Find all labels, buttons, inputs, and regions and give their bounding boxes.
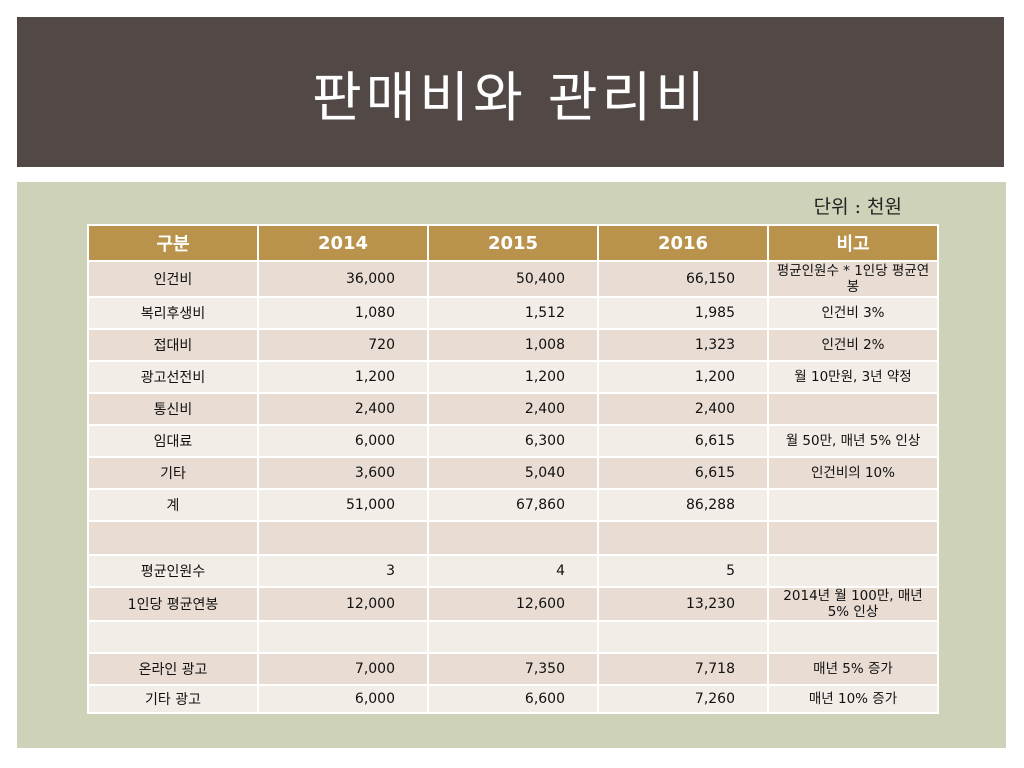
cell-2014: 6,000 [257,424,429,458]
row-label: 1인당 평균연봉 [87,586,259,622]
cell-note: 평균인원수 * 1인당 평균연봉 [767,260,939,298]
cell-2016: 13,230 [597,586,769,622]
row-label: 계 [87,488,259,522]
table-header-row: 구분 2014 2015 2016 비고 [87,224,939,262]
header-2016: 2016 [597,224,769,262]
cell-2014: 51,000 [257,488,429,522]
cell-note: 매년 5% 증가 [767,652,939,686]
row-label [87,620,259,654]
table-row: 인건비 36,000 50,400 66,150 평균인원수 * 1인당 평균연봉 [87,260,939,298]
cell-note [767,488,939,522]
cell-2014: 1,080 [257,296,429,330]
cell-2014: 720 [257,328,429,362]
row-label: 복리후생비 [87,296,259,330]
table-row [87,620,939,654]
table-row: 접대비 720 1,008 1,323 인건비 2% [87,328,939,362]
cell-note: 월 50만, 매년 5% 인상 [767,424,939,458]
row-label: 기타 [87,456,259,490]
cell-2016 [597,520,769,556]
cell-2015: 1,200 [427,360,599,394]
cell-2016: 2,400 [597,392,769,426]
cell-2015: 4 [427,554,599,588]
cell-2014: 1,200 [257,360,429,394]
cell-2015: 67,860 [427,488,599,522]
cell-note: 2014년 월 100만, 매년 5% 인상 [767,586,939,622]
cell-2015: 6,600 [427,684,599,714]
table-row: 평균인원수 3 4 5 [87,554,939,588]
title-bar: 판매비와 관리비 [17,17,1004,167]
cell-2015 [427,520,599,556]
cell-2014: 3 [257,554,429,588]
row-label: 기타 광고 [87,684,259,714]
cell-note [767,520,939,556]
cell-2015: 1,008 [427,328,599,362]
table-row: 통신비 2,400 2,400 2,400 [87,392,939,426]
cell-2016: 1,323 [597,328,769,362]
cell-note: 월 10만원, 3년 약정 [767,360,939,394]
cell-note [767,620,939,654]
row-label: 평균인원수 [87,554,259,588]
cell-2015: 5,040 [427,456,599,490]
cell-2015: 50,400 [427,260,599,298]
cell-2016: 1,985 [597,296,769,330]
row-label [87,520,259,556]
row-label: 온라인 광고 [87,652,259,686]
cell-note: 인건비의 10% [767,456,939,490]
cell-2016: 86,288 [597,488,769,522]
page-title: 판매비와 관리비 [312,65,709,129]
header-note: 비고 [767,224,939,262]
table-row: 기타 3,600 5,040 6,615 인건비의 10% [87,456,939,490]
table-row: 1인당 평균연봉 12,000 12,600 13,230 2014년 월 100만, … [87,586,939,622]
cell-2014: 2,400 [257,392,429,426]
table-row: 임대료 6,000 6,300 6,615 월 50만, 매년 5% 인상 [87,424,939,458]
cell-2015: 1,512 [427,296,599,330]
row-label: 광고선전비 [87,360,259,394]
row-label: 통신비 [87,392,259,426]
cell-2016: 6,615 [597,424,769,458]
cell-2016: 5 [597,554,769,588]
cell-2015 [427,620,599,654]
header-2014: 2014 [257,224,429,262]
header-category: 구분 [87,224,259,262]
cell-note: 인건비 2% [767,328,939,362]
row-label: 임대료 [87,424,259,458]
table-row: 기타 광고 6,000 6,600 7,260 매년 10% 증가 [87,684,939,714]
cell-2016: 7,718 [597,652,769,686]
table-row: 온라인 광고 7,000 7,350 7,718 매년 5% 증가 [87,652,939,686]
expense-table: 구분 2014 2015 2016 비고 인건비 36,000 50,400 66,1… [87,224,939,714]
cell-2014: 12,000 [257,586,429,622]
content-panel: 단위 : 천원 구분 2014 2015 2016 비고 인건비 36,000 50… [17,182,1006,748]
cell-2014: 36,000 [257,260,429,298]
cell-note: 인건비 3% [767,296,939,330]
cell-2014: 7,000 [257,652,429,686]
cell-2014 [257,620,429,654]
cell-2016: 66,150 [597,260,769,298]
cell-2014 [257,520,429,556]
cell-note: 매년 10% 증가 [767,684,939,714]
cell-2015: 12,600 [427,586,599,622]
cell-2016: 7,260 [597,684,769,714]
cell-2015: 6,300 [427,424,599,458]
header-2015: 2015 [427,224,599,262]
table-row: 계 51,000 67,860 86,288 [87,488,939,522]
cell-2015: 2,400 [427,392,599,426]
cell-2015: 7,350 [427,652,599,686]
table-row: 복리후생비 1,080 1,512 1,985 인건비 3% [87,296,939,330]
cell-note [767,392,939,426]
table-row [87,520,939,556]
table-body: 인건비 36,000 50,400 66,150 평균인원수 * 1인당 평균연봉 복리후… [87,260,939,714]
cell-2016: 6,615 [597,456,769,490]
cell-2014: 3,600 [257,456,429,490]
cell-note [767,554,939,588]
row-label: 인건비 [87,260,259,298]
table-row: 광고선전비 1,200 1,200 1,200 월 10만원, 3년 약정 [87,360,939,394]
cell-2016: 1,200 [597,360,769,394]
cell-2014: 6,000 [257,684,429,714]
unit-note: 단위 : 천원 [813,196,902,218]
row-label: 접대비 [87,328,259,362]
cell-2016 [597,620,769,654]
